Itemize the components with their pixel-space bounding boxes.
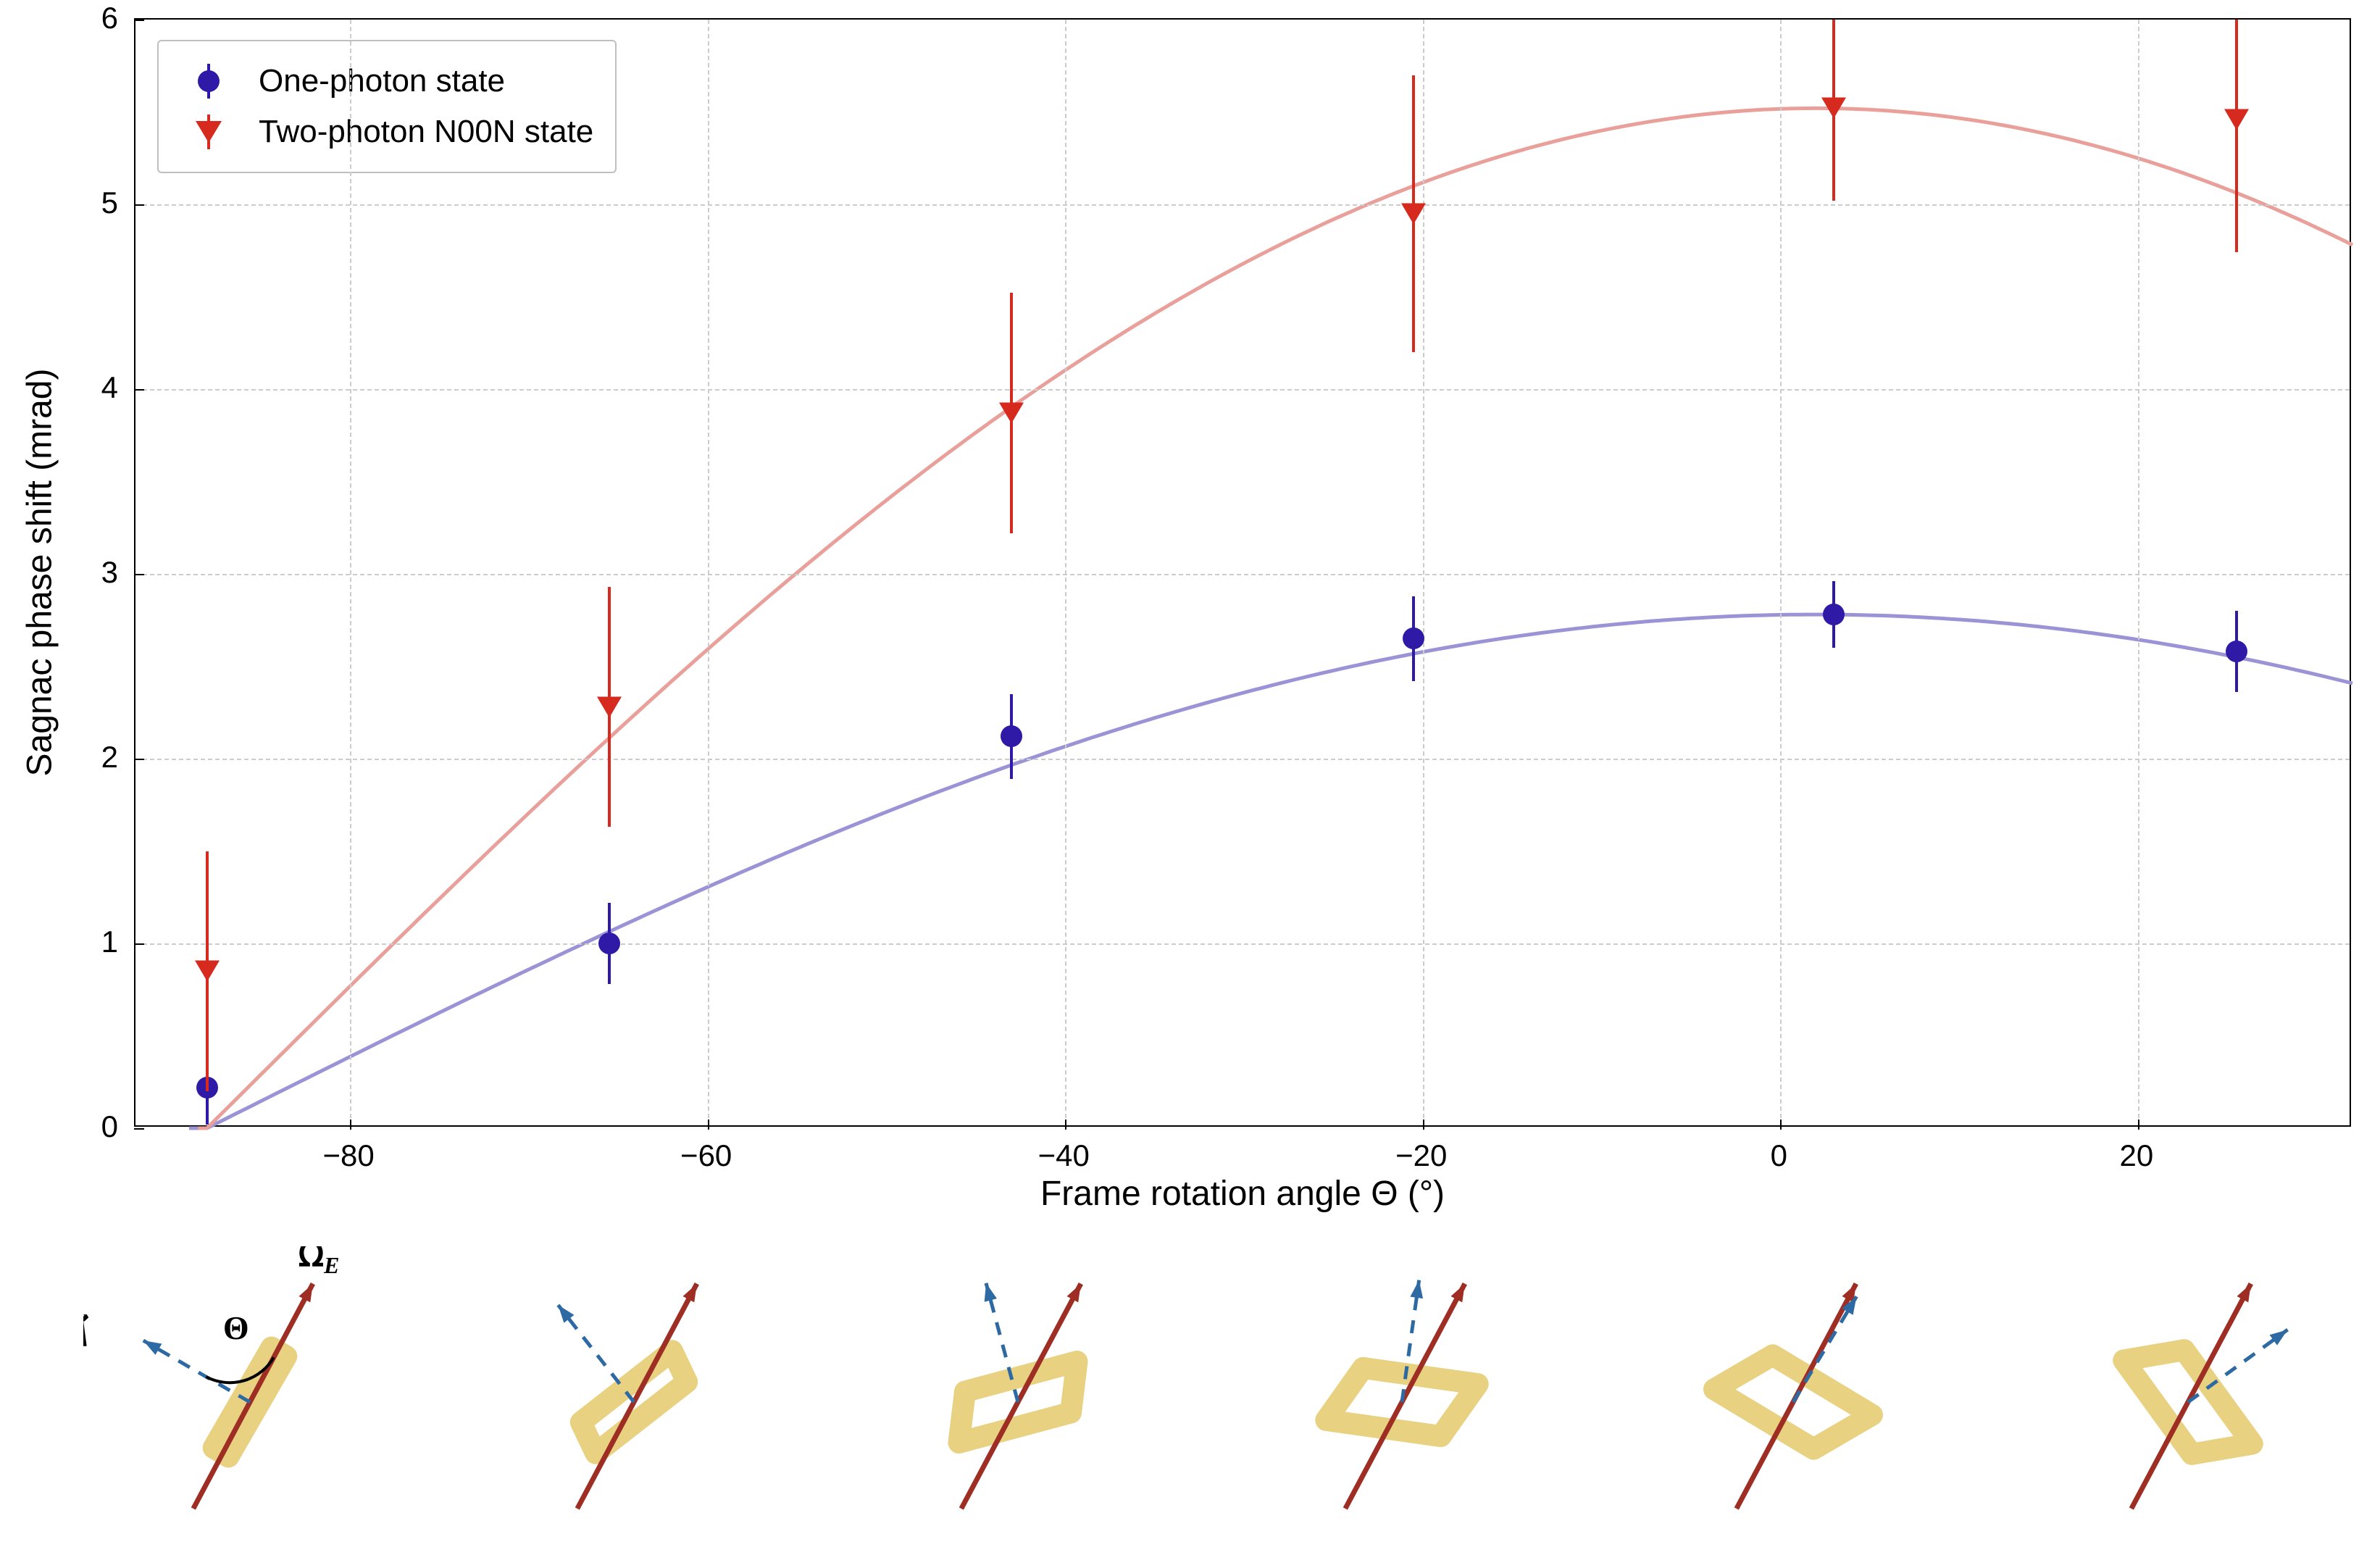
legend: One-photon state Two-photon N00N state	[157, 40, 617, 173]
diagram-strip: A⃗ Ω⃗E Θ	[0, 1246, 2380, 1536]
orientation-diagram	[2021, 1246, 2355, 1536]
orientation-diagram	[851, 1246, 1185, 1536]
data-point-circle	[598, 933, 620, 954]
y-tick-label: 2	[0, 740, 118, 775]
legend-entry-noon: Two-photon N00N state	[176, 108, 593, 156]
legend-label: Two-photon N00N state	[259, 108, 593, 156]
triangle-down-icon	[196, 121, 222, 143]
orientation-diagram	[1627, 1246, 1960, 1536]
gridline-horizontal	[135, 943, 2350, 945]
figure-root: Sagnac phase shift (mrad) One-photon sta…	[0, 0, 2380, 1547]
omega-arrow-icon	[1345, 1284, 1465, 1509]
legend-marker-noon	[176, 117, 241, 146]
tick-mark-x	[350, 1119, 351, 1130]
x-tick-labels: −80 −60 −40 −20 0 20	[134, 1133, 2351, 1176]
legend-label: One-photon state	[259, 57, 505, 105]
fit-curve	[198, 108, 2352, 1128]
y-tick-label: 1	[0, 925, 118, 959]
data-point-circle	[1001, 725, 1022, 747]
gridline-vertical	[350, 20, 351, 1125]
gridline-vertical	[1065, 20, 1066, 1125]
data-point-circle	[1403, 627, 1424, 649]
data-point-triangle	[195, 961, 220, 982]
gridline-vertical	[1780, 20, 1782, 1125]
gridline-horizontal	[135, 759, 2350, 760]
legend-entry-one-photon: One-photon state	[176, 57, 593, 105]
gridline-horizontal	[135, 389, 2350, 391]
data-point-triangle	[597, 696, 622, 717]
chart-plot-area: One-photon state Two-photon N00N state	[134, 18, 2351, 1127]
fit-curve	[189, 614, 2352, 1128]
tick-mark-y	[134, 204, 144, 206]
tick-mark-x	[1065, 1119, 1066, 1130]
y-tick-labels: 0123456	[0, 18, 127, 1127]
y-tick-label: 5	[0, 185, 118, 220]
circle-marker-icon	[198, 70, 220, 92]
orientation-diagram	[1235, 1246, 1569, 1536]
data-point-triangle	[1401, 203, 1426, 224]
data-point-triangle	[999, 403, 1024, 424]
data-point-triangle	[1821, 98, 1846, 119]
data-point-circle	[1823, 604, 1845, 625]
y-tick-label: 0	[0, 1109, 118, 1144]
tick-mark-x	[1423, 1119, 1424, 1130]
area-vector-arrow-icon	[558, 1305, 634, 1402]
x-tick-label: −60	[680, 1138, 732, 1173]
x-tick-label: 0	[1771, 1138, 1787, 1173]
error-bar	[2235, 20, 2238, 252]
y-tick-label: 3	[0, 555, 118, 590]
y-tick-label: 6	[0, 1, 118, 36]
x-axis-label: Frame rotation angle Θ (°)	[1040, 1174, 1445, 1214]
x-tick-label: −40	[1038, 1138, 1090, 1173]
tick-mark-x	[1780, 1119, 1782, 1130]
tick-mark-y	[134, 574, 144, 575]
gridline-horizontal	[135, 574, 2350, 575]
y-tick-label: 4	[0, 370, 118, 405]
tick-mark-x	[708, 1119, 709, 1130]
gridline-horizontal	[135, 204, 2350, 206]
tick-mark-y	[134, 759, 144, 760]
x-tick-label: −20	[1395, 1138, 1447, 1173]
theta-label: Θ	[223, 1309, 368, 1367]
data-point-circle	[2226, 641, 2247, 662]
orientation-diagram: A⃗ Ω⃗E Θ	[83, 1246, 417, 1536]
tick-mark-y	[134, 389, 144, 391]
gridline-vertical	[708, 20, 709, 1125]
orientation-diagram	[467, 1246, 801, 1536]
tick-mark-x	[2138, 1119, 2139, 1130]
tick-mark-y	[134, 1128, 144, 1130]
x-tick-label: −80	[323, 1138, 375, 1173]
x-tick-label: 20	[2120, 1138, 2154, 1173]
tick-mark-y	[134, 943, 144, 945]
omega-vector-label: Ω⃗E	[298, 1246, 417, 1293]
tick-mark-y	[134, 20, 144, 21]
gridline-vertical	[1423, 20, 1424, 1125]
gridline-vertical	[2138, 20, 2139, 1125]
data-point-triangle	[2224, 109, 2249, 130]
area-vector-label: A⃗	[83, 1314, 209, 1372]
legend-marker-one-photon	[176, 67, 241, 96]
